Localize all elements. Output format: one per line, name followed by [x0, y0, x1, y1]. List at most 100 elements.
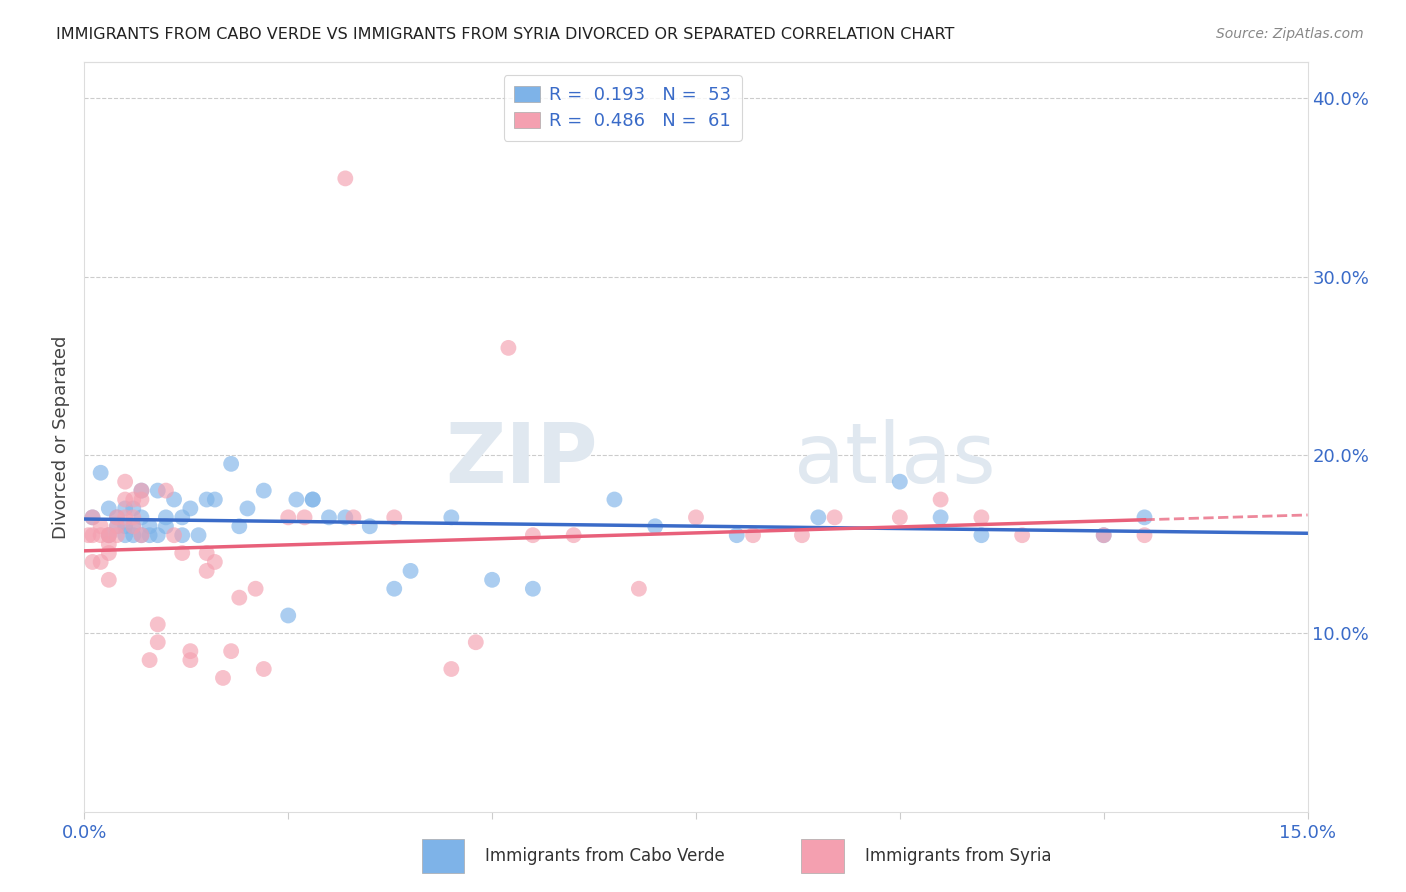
Point	[195, 492, 218, 507]
Point	[889, 475, 911, 489]
Text: Source: ZipAtlas.com: Source: ZipAtlas.com	[1216, 27, 1364, 41]
Point	[90, 528, 112, 542]
Point	[114, 510, 136, 524]
Point	[807, 510, 830, 524]
Point	[146, 617, 169, 632]
Point	[277, 510, 299, 524]
Point	[97, 528, 120, 542]
Point	[122, 501, 145, 516]
Legend: R =  0.193   N =  53, R =  0.486   N =  61: R = 0.193 N = 53, R = 0.486 N = 61	[503, 75, 741, 141]
Point	[114, 492, 136, 507]
Point	[138, 653, 160, 667]
Point	[90, 466, 112, 480]
Point	[77, 528, 100, 542]
Point	[228, 519, 250, 533]
Text: Immigrants from Syria: Immigrants from Syria	[865, 847, 1052, 864]
Point	[970, 528, 993, 542]
FancyBboxPatch shape	[422, 838, 464, 873]
Point	[131, 483, 153, 498]
Point	[82, 510, 104, 524]
Point	[105, 519, 128, 533]
Point	[138, 519, 160, 533]
Point	[131, 492, 153, 507]
Point	[155, 510, 177, 524]
Point	[179, 644, 201, 658]
Point	[114, 528, 136, 542]
Point	[195, 546, 218, 560]
Point	[725, 528, 748, 542]
Point	[277, 608, 299, 623]
Point	[1092, 528, 1115, 542]
Text: atlas: atlas	[794, 419, 995, 500]
Point	[440, 662, 463, 676]
Text: ZIP: ZIP	[446, 419, 598, 500]
Point	[122, 519, 145, 533]
Point	[97, 528, 120, 542]
Point	[644, 519, 666, 533]
Point	[335, 510, 357, 524]
Point	[90, 519, 112, 533]
Point	[105, 510, 128, 524]
Y-axis label: Divorced or Separated: Divorced or Separated	[52, 335, 70, 539]
Point	[114, 519, 136, 533]
Point	[359, 519, 381, 533]
Point	[82, 555, 104, 569]
Point	[219, 457, 242, 471]
Point	[179, 653, 201, 667]
Point	[138, 528, 160, 542]
Point	[131, 483, 153, 498]
Point	[187, 528, 209, 542]
Point	[1092, 528, 1115, 542]
Point	[97, 546, 120, 560]
Point	[603, 492, 626, 507]
Point	[172, 510, 194, 524]
Point	[464, 635, 486, 649]
Point	[522, 528, 544, 542]
FancyBboxPatch shape	[801, 838, 844, 873]
Point	[219, 644, 242, 658]
Point	[97, 528, 120, 542]
Point	[204, 492, 226, 507]
Point	[114, 475, 136, 489]
Point	[105, 510, 128, 524]
Point	[131, 528, 153, 542]
Point	[114, 501, 136, 516]
Point	[82, 528, 104, 542]
Point	[301, 492, 323, 507]
Point	[122, 519, 145, 533]
Point	[335, 171, 357, 186]
Point	[228, 591, 250, 605]
Point	[122, 528, 145, 542]
Point	[929, 510, 952, 524]
Point	[301, 492, 323, 507]
Point	[236, 501, 259, 516]
Point	[1133, 510, 1156, 524]
Point	[195, 564, 218, 578]
Point	[131, 510, 153, 524]
Point	[155, 483, 177, 498]
Point	[382, 510, 405, 524]
Point	[294, 510, 316, 524]
Point	[685, 510, 707, 524]
Point	[146, 635, 169, 649]
Point	[146, 528, 169, 542]
Point	[163, 528, 186, 542]
Point	[146, 483, 169, 498]
Point	[342, 510, 364, 524]
Point	[440, 510, 463, 524]
Point	[285, 492, 308, 507]
Point	[212, 671, 235, 685]
Point	[399, 564, 422, 578]
Point	[790, 528, 813, 542]
Point	[253, 662, 276, 676]
Point	[889, 510, 911, 524]
Point	[97, 537, 120, 551]
Text: Immigrants from Cabo Verde: Immigrants from Cabo Verde	[485, 847, 725, 864]
Point	[481, 573, 503, 587]
Point	[82, 510, 104, 524]
Point	[105, 528, 128, 542]
Point	[1011, 528, 1033, 542]
Point	[131, 528, 153, 542]
Point	[97, 501, 120, 516]
Point	[204, 555, 226, 569]
